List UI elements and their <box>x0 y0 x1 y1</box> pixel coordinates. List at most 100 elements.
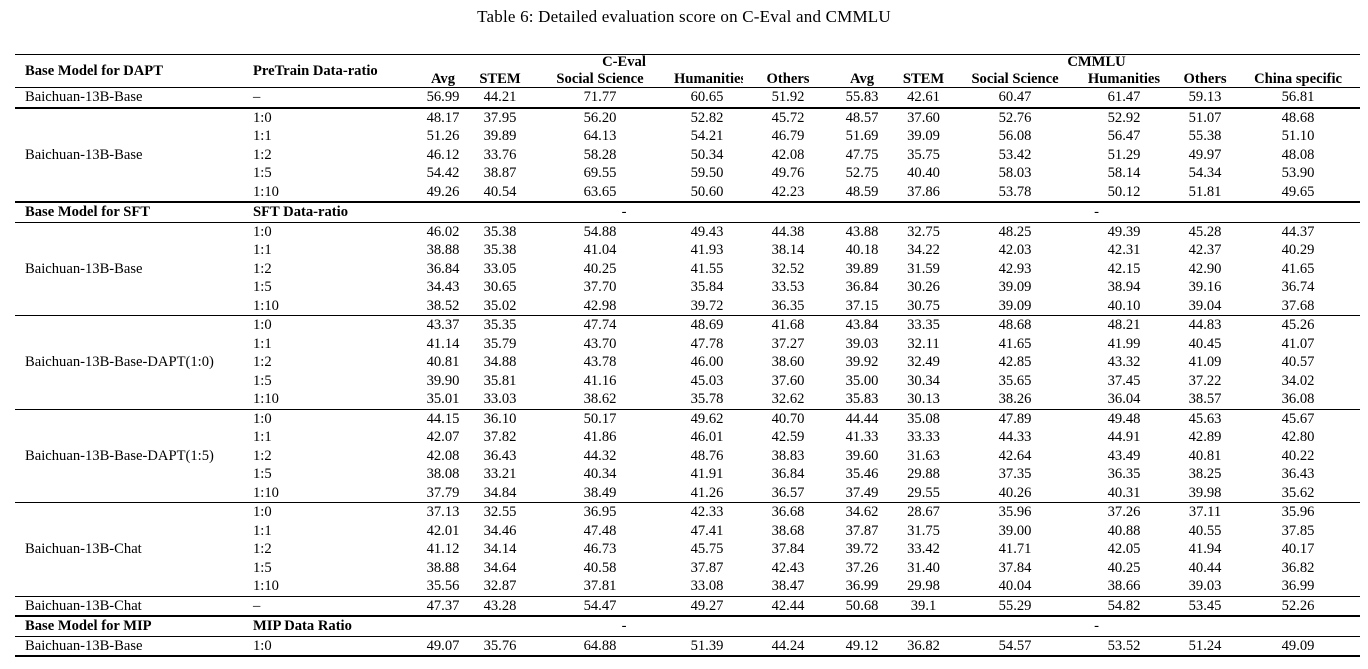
ratio-cell: 1:2 <box>253 354 272 371</box>
value-cell: 40.44 <box>1188 559 1222 576</box>
ratio-cell: – <box>250 595 415 616</box>
value-cell: 58.28 <box>583 146 617 163</box>
header-cmmlu-others: Others <box>1174 70 1237 88</box>
value-cell: 36.43 <box>1281 466 1315 483</box>
value-cell: 38.14 <box>771 242 805 259</box>
value-cell: 60.65 <box>690 89 724 106</box>
value-cell: 42.89 <box>1188 429 1222 446</box>
value-cell: 69.55 <box>583 165 617 182</box>
value-cell: 30.13 <box>907 391 940 408</box>
value-cell: 37.26 <box>1074 502 1175 522</box>
value-cell: 53.45 <box>1174 595 1237 616</box>
value-cell: 39.03 <box>845 335 879 352</box>
cmmlu-dash-cell: - <box>833 615 1361 636</box>
value-cell: 46.02 <box>415 221 471 241</box>
value-cell: 37.70 <box>583 279 617 296</box>
value-cell: 35.78 <box>690 391 724 408</box>
value-cell: 37.49 <box>845 484 879 501</box>
section-header-row: Base Model for SFT SFT Data-ratio - - <box>15 201 1361 222</box>
ratio-cell: 1:10 <box>253 297 279 314</box>
value-cell: 39.09 <box>907 128 940 145</box>
value-cell: 54.57 <box>956 635 1075 656</box>
value-cell: 39.16 <box>1188 279 1222 296</box>
value-cell: 42.01 <box>426 522 460 539</box>
value-cell: 42.33 <box>671 502 743 522</box>
value-cell: 40.29 <box>1281 242 1315 259</box>
value-cell: 41.65 <box>1281 260 1315 277</box>
value-cell: 40.34 <box>583 466 617 483</box>
value-cell: 35.38 <box>471 221 529 241</box>
value-cell: 54.21 <box>690 128 724 145</box>
header-ceval-stem: STEM <box>471 70 529 88</box>
model-cell: Baichuan-13B-Base <box>15 106 250 202</box>
value-cell: 43.88 <box>833 221 892 241</box>
value-cell: 51.69 <box>845 128 879 145</box>
value-cell: 45.28 <box>1174 221 1237 241</box>
value-cell: 45.26 <box>1236 315 1361 335</box>
value-cell: 36.74 <box>1281 279 1315 296</box>
value-cell: 56.20 <box>529 106 671 127</box>
value-cell: 60.47 <box>998 89 1032 106</box>
value-cell: 49.97 <box>1188 146 1222 163</box>
table-row: Baichuan-13B-Chat –47.37 43.28 54.47 49.27 42… <box>15 595 1361 616</box>
value-cell: 53.52 <box>1074 635 1175 656</box>
value-cell: 50.60 <box>690 183 724 200</box>
value-cell: 55.29 <box>956 595 1075 616</box>
value-cell: 37.26 <box>845 559 879 576</box>
value-cell: 37.15 <box>845 297 879 314</box>
value-cell: 32.62 <box>771 391 805 408</box>
value-cell: 37.85 <box>1281 522 1315 539</box>
value-cell: 37.22 <box>1188 372 1222 389</box>
ratio-cell: 1:2 <box>253 260 272 277</box>
value-cell: 38.60 <box>771 354 805 371</box>
value-cell: 41.33 <box>845 429 879 446</box>
value-cell: 44.33 <box>998 429 1032 446</box>
model-cell: Baichuan-13B-Base <box>15 635 250 656</box>
value-cell: 37.11 <box>1174 502 1237 522</box>
value-cell: 39.92 <box>845 354 879 371</box>
value-cell: 47.78 <box>690 335 724 352</box>
value-cell: 35.46 <box>845 466 879 483</box>
value-cell: 36.84 <box>426 260 460 277</box>
value-cell: 42.61 <box>907 89 940 106</box>
value-cell: 36.43 <box>483 447 517 464</box>
model-cell: Baichuan-13B-Chat <box>15 502 250 596</box>
value-cell: 36.82 <box>1281 559 1315 576</box>
value-cell: 46.79 <box>771 128 805 145</box>
section-header-row: Base Model for MIP MIP Data Ratio - - <box>15 615 1361 636</box>
value-cell: 36.08 <box>1281 391 1315 408</box>
value-cell: 52.75 <box>845 165 879 182</box>
value-cell: 47.74 <box>529 315 671 335</box>
table-row: 1:2 40.81 34.88 43.78 46.00 38.60 39.92 32.49 42… <box>15 353 1360 372</box>
value-cell: 47.89 <box>956 408 1075 428</box>
table-row: Baichuan-13B-Base 1:0 48.17 37.95 56.20 52.82… <box>15 106 1361 202</box>
value-cell: 38.25 <box>1188 466 1222 483</box>
value-cell: 44.37 <box>1236 221 1361 241</box>
value-cell: 41.65 <box>998 335 1032 352</box>
value-cell: 43.70 <box>583 335 617 352</box>
value-cell: 49.12 <box>833 635 892 656</box>
value-cell: 47.37 <box>415 595 471 616</box>
value-cell: 49.27 <box>671 595 743 616</box>
value-cell: 42.23 <box>771 183 805 200</box>
value-cell: 38.88 <box>426 559 460 576</box>
value-cell: 48.59 <box>845 183 879 200</box>
ratio-cell: 1:0 <box>250 408 415 428</box>
value-cell: 34.84 <box>483 484 517 501</box>
value-cell: 48.21 <box>1074 315 1175 335</box>
table-row: Baichuan-13B-Base 1:0 46.02 35.38 54.88 49.43… <box>15 221 1361 316</box>
header-ceval-avg: Avg <box>415 70 471 88</box>
value-cell: 37.95 <box>471 106 529 127</box>
value-cell: 41.93 <box>690 242 724 259</box>
value-cell: 41.16 <box>583 372 617 389</box>
value-cell: 36.82 <box>891 635 957 656</box>
ratio-cell: 1:10 <box>253 183 279 200</box>
value-cell: 34.88 <box>483 354 517 371</box>
header-ceval-others: Others <box>743 70 834 88</box>
value-cell: 29.88 <box>907 466 940 483</box>
value-cell: 31.63 <box>907 447 940 464</box>
value-cell: 41.12 <box>426 541 460 558</box>
value-cell: 39.03 <box>1188 578 1222 595</box>
model-cell: Baichuan-13B-Base <box>15 221 250 316</box>
value-cell: 48.08 <box>1281 146 1315 163</box>
